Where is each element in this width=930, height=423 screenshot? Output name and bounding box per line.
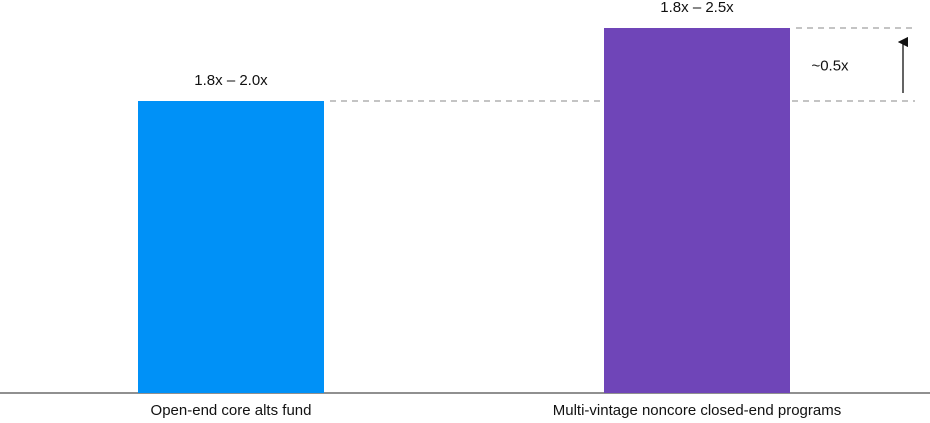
value-label: 1.8x – 2.0x <box>194 72 268 89</box>
x-tick-label: Multi-vintage noncore closed-end program… <box>553 402 841 419</box>
annotation: ~0.5x <box>811 57 849 74</box>
value-label: 1.8x – 2.5x <box>660 0 734 16</box>
bar <box>604 28 790 393</box>
bar <box>138 101 324 393</box>
x-tick-label: Open-end core alts fund <box>151 402 312 419</box>
